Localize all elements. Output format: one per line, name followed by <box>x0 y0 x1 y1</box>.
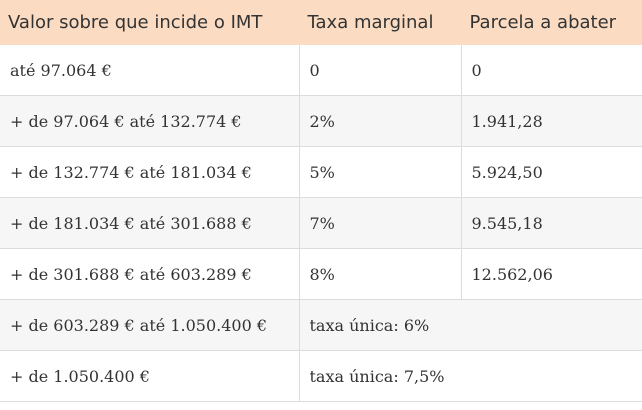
table-row: + de 301.688 € até 603.289 € 8% 12.562,0… <box>0 248 642 300</box>
table-body: até 97.064 € 0 0 + de 97.064 € até 132.7… <box>0 45 642 402</box>
cell-valor: + de 1.050.400 € <box>0 350 300 402</box>
cell-valor: + de 301.688 € até 603.289 € <box>0 248 300 300</box>
cell-valor: + de 97.064 € até 132.774 € <box>0 95 300 147</box>
table-row: até 97.064 € 0 0 <box>0 45 642 96</box>
header-taxa-marginal: Taxa marginal <box>299 0 462 45</box>
cell-parcela: 1.941,28 <box>461 95 642 147</box>
cell-valor: até 97.064 € <box>0 45 300 96</box>
cell-valor: + de 132.774 € até 181.034 € <box>0 146 300 198</box>
table-header: Valor sobre que incide o IMT Taxa margin… <box>0 0 642 45</box>
cell-taxa: 8% <box>299 248 462 300</box>
cell-parcela: 12.562,06 <box>461 248 642 300</box>
table-row: + de 603.289 € até 1.050.400 € taxa únic… <box>0 299 642 351</box>
cell-taxa: 5% <box>299 146 462 198</box>
table-row: + de 1.050.400 € taxa única: 7,5% <box>0 350 642 402</box>
header-parcela-abater: Parcela a abater <box>461 0 642 45</box>
header-row: Valor sobre que incide o IMT Taxa margin… <box>0 0 642 45</box>
cell-taxa-unica: taxa única: 6% <box>299 299 642 351</box>
cell-valor: + de 603.289 € até 1.050.400 € <box>0 299 300 351</box>
table-row: + de 97.064 € até 132.774 € 2% 1.941,28 <box>0 95 642 147</box>
cell-taxa: 2% <box>299 95 462 147</box>
cell-parcela: 9.545,18 <box>461 197 642 249</box>
cell-taxa: 0 <box>299 45 462 96</box>
cell-parcela: 5.924,50 <box>461 146 642 198</box>
table-row: + de 181.034 € até 301.688 € 7% 9.545,18 <box>0 197 642 249</box>
header-valor: Valor sobre que incide o IMT <box>0 0 300 45</box>
table-row: + de 132.774 € até 181.034 € 5% 5.924,50 <box>0 146 642 198</box>
cell-taxa-unica: taxa única: 7,5% <box>299 350 642 402</box>
cell-taxa: 7% <box>299 197 462 249</box>
cell-valor: + de 181.034 € até 301.688 € <box>0 197 300 249</box>
cell-parcela: 0 <box>461 45 642 96</box>
